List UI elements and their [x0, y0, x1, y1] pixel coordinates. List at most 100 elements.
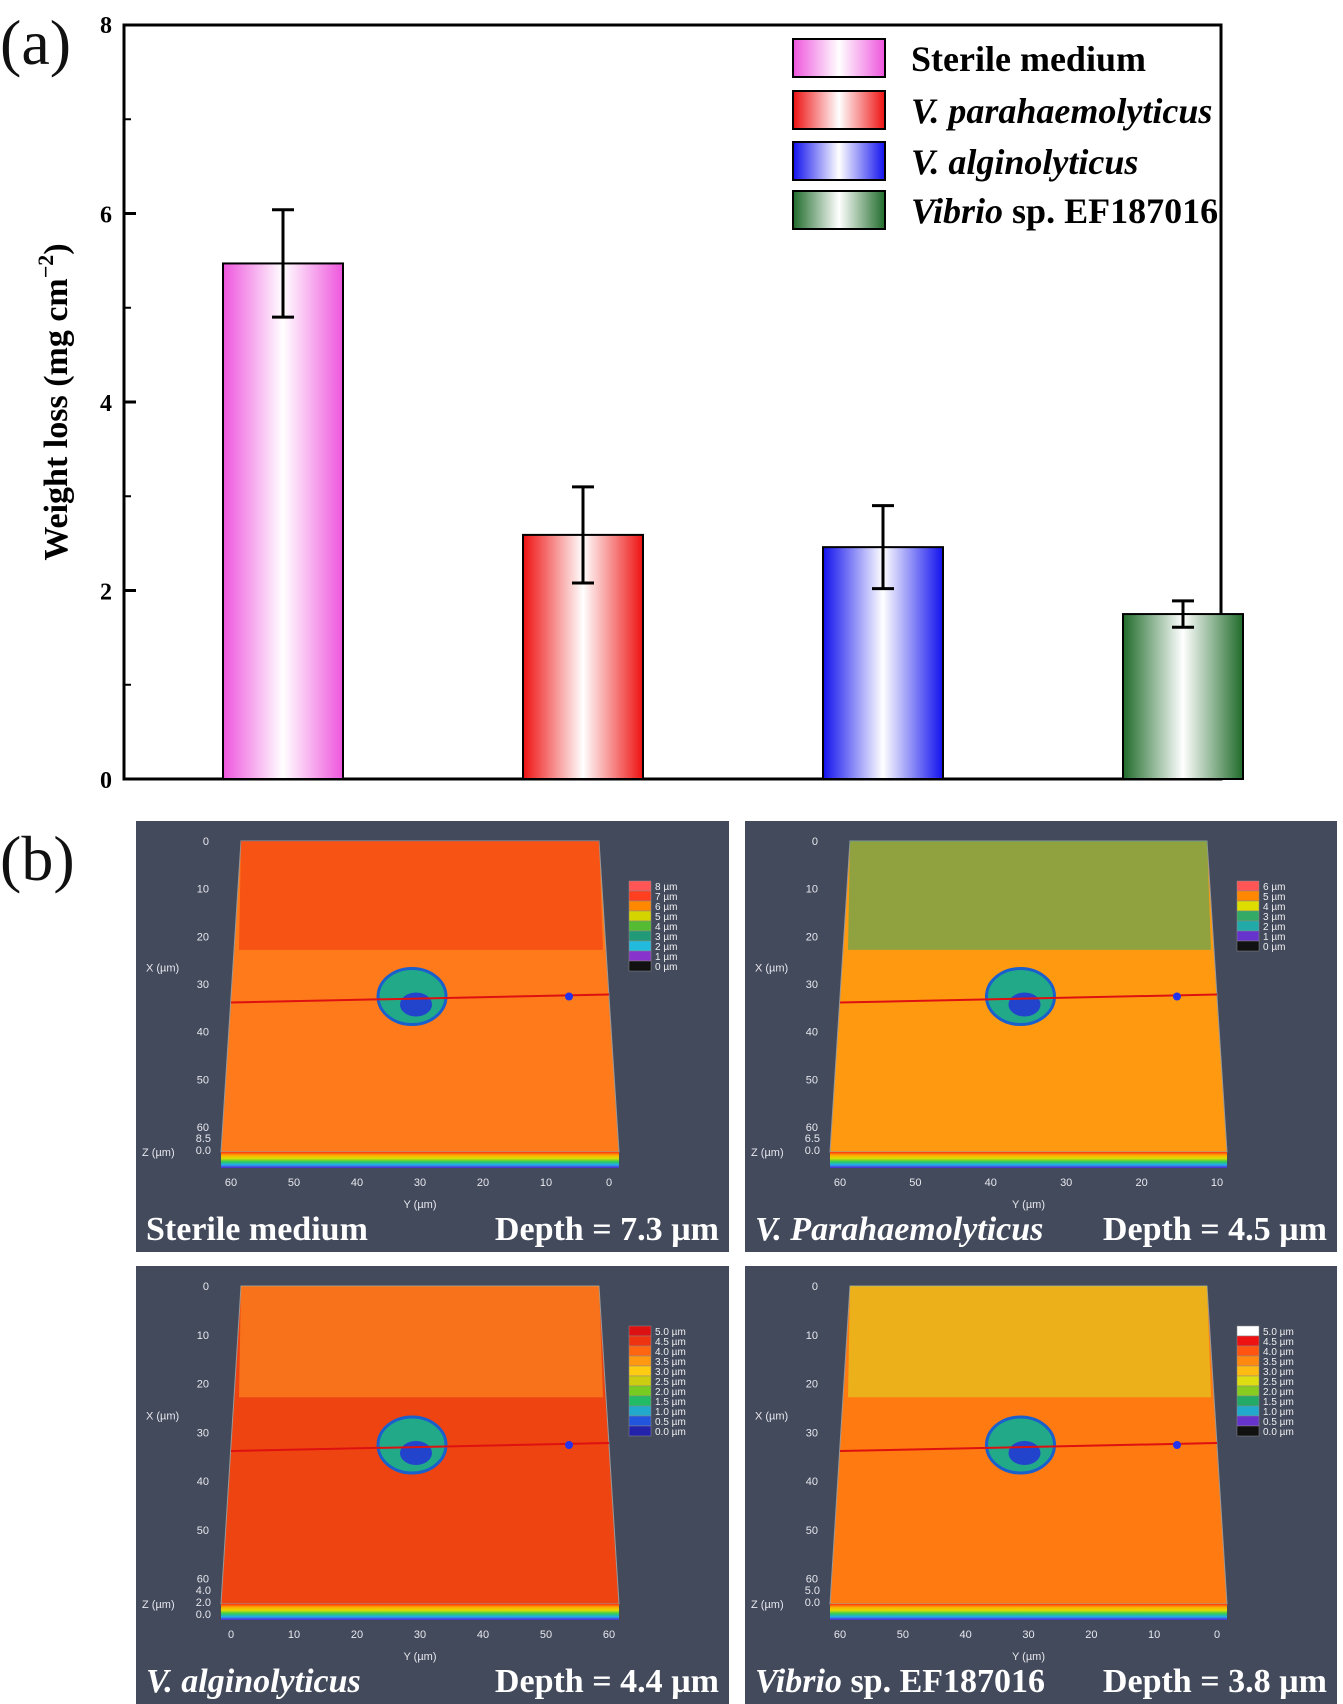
axis-tick-label: 20 [1135, 1177, 1147, 1189]
legend-swatch [792, 38, 886, 78]
scale-label: 2 µm [655, 942, 677, 953]
scale-label: 0 µm [655, 962, 677, 973]
scale-label: 3 µm [655, 932, 677, 943]
scale-swatch [628, 900, 652, 912]
axis-tick-label: 0 [203, 836, 209, 848]
axis-tick-label: 30 [806, 1427, 818, 1439]
scale-label: 0.5 µm [1263, 1417, 1294, 1428]
axis-tick-label: 40 [351, 1177, 363, 1189]
scale-label: 0.5 µm [655, 1417, 686, 1428]
z-tick-label: 2.0 [196, 1597, 211, 1609]
surface-accent-region [848, 1286, 1211, 1398]
surface-base [221, 1604, 619, 1620]
z-axis-title: Z (µm) [142, 1599, 175, 1611]
surface-accent-region [239, 1286, 603, 1398]
legend-label: Sterile medium [911, 39, 1146, 79]
surface-accent-region [239, 841, 603, 950]
axis-tick-label: 50 [897, 1629, 909, 1641]
axis-tick-label: 0 [606, 1177, 612, 1189]
scale-swatch [628, 1415, 652, 1427]
axis-tick-label: 60 [225, 1177, 237, 1189]
scale-label: 1 µm [1263, 932, 1285, 943]
axis-tick-label: 30 [1022, 1629, 1034, 1641]
scale-label: 3.5 µm [1263, 1357, 1294, 1368]
scale-swatch [628, 960, 652, 972]
bar-chart: 0 2 4 6 8 Weight loss (mg cm−2) Sterile medi… [33, 13, 1244, 794]
axis-tick-label: 40 [197, 1476, 209, 1488]
y-axis-ticks: 0 2 4 6 8 [100, 13, 136, 794]
bottom-axis-title: Y (µm) [403, 1199, 436, 1211]
panel-name: V. Parahaemolyticus [755, 1211, 1043, 1248]
scale-swatch [628, 1355, 652, 1367]
axis-tick-label: 60 [197, 1122, 209, 1134]
scale-label: 1.0 µm [1263, 1407, 1294, 1418]
axis-tick-label: 20 [806, 1379, 818, 1391]
scale-swatch [1236, 1345, 1260, 1357]
axis-tick-label: 40 [960, 1629, 972, 1641]
scale-swatch [1236, 890, 1260, 902]
z-tick-label: 6.5 [805, 1133, 820, 1145]
scale-swatch [628, 1345, 652, 1357]
y-tick-label: 8 [100, 13, 112, 39]
scale-label: 2.5 µm [1263, 1377, 1294, 1388]
scale-label: 6 µm [1263, 882, 1285, 893]
scale-label: 5 µm [655, 912, 677, 923]
scale-swatch [628, 930, 652, 942]
y-tick-label: 6 [100, 203, 112, 229]
scale-label: 5.0 µm [655, 1327, 686, 1338]
microscopy-panel: 0 10 20 30 40 50 60 X (µm) 0 10 20 30 40 50 60 Y (µm) Z … [136, 1266, 729, 1704]
scale-label: 5.0 µm [1263, 1327, 1294, 1338]
scale-swatch [1236, 1405, 1260, 1417]
left-axis-title: X (µm) [146, 1411, 179, 1423]
axis-tick-label: 0 [812, 1281, 818, 1293]
scale-label: 2.0 µm [1263, 1387, 1294, 1398]
axis-tick-label: 20 [351, 1629, 363, 1641]
scale-swatch [1236, 880, 1260, 892]
scale-swatch [1236, 1355, 1260, 1367]
axis-tick-label: 0 [203, 1281, 209, 1293]
y-axis-label: Weight loss (mg cm−2) [33, 243, 75, 560]
z-tick-label: 0.0 [805, 1597, 820, 1609]
scale-label: 2 µm [1263, 922, 1285, 933]
axis-tick-label: 60 [806, 1122, 818, 1134]
microscopy-panel: 0 10 20 30 40 50 60 X (µm) 60 50 40 30 20 10 Y (µm) Z (… [745, 821, 1337, 1252]
surface-base [830, 1152, 1227, 1168]
axis-tick-label: 10 [1211, 1177, 1223, 1189]
legend-swatch [792, 90, 886, 130]
axis-tick-label: 0 [228, 1629, 234, 1641]
scale-label: 4 µm [1263, 902, 1285, 913]
z-tick-label: 8.5 [196, 1133, 211, 1145]
scale-swatch [628, 910, 652, 922]
scale-swatch [1236, 1415, 1260, 1427]
z-axis-title: Z (µm) [751, 1147, 784, 1159]
profile-marker [1173, 992, 1181, 1001]
axis-tick-label: 20 [197, 931, 209, 943]
axis-tick-label: 10 [540, 1177, 552, 1189]
surface-accent-region [848, 841, 1211, 950]
axis-tick-label: 40 [477, 1629, 489, 1641]
scale-swatch [628, 1405, 652, 1417]
axis-tick-label: 50 [197, 1525, 209, 1537]
axis-tick-label: 40 [806, 1027, 818, 1039]
scale-swatch [1236, 1425, 1260, 1437]
panel-a-label: (a) [0, 7, 71, 78]
axis-tick-label: 10 [1148, 1629, 1160, 1641]
scale-swatch [1236, 930, 1260, 942]
legend-label: V. parahaemolyticus [911, 91, 1212, 131]
axis-tick-label: 50 [909, 1177, 921, 1189]
scale-swatch [1236, 940, 1260, 952]
legend-label: V. alginolyticus [911, 142, 1138, 182]
scale-swatch [1236, 920, 1260, 932]
scale-swatch [628, 1325, 652, 1337]
profile-line [230, 1442, 610, 1452]
pit-bottom [400, 992, 432, 1017]
axis-tick-label: 50 [806, 1525, 818, 1537]
axis-tick-label: 60 [603, 1629, 615, 1641]
axis-tick-label: 30 [197, 979, 209, 991]
scale-swatch [1236, 1395, 1260, 1407]
microscopy-panel: 0 10 20 30 40 50 60 X (µm) 60 50 40 30 20 10 0 Y (µm) Z … [745, 1266, 1337, 1704]
scale-swatch [628, 1365, 652, 1377]
pit-bottom [1008, 992, 1041, 1017]
axis-tick-label: 60 [834, 1177, 846, 1189]
legend: Sterile medium V. parahaemolyticus V. algi… [792, 38, 1218, 231]
